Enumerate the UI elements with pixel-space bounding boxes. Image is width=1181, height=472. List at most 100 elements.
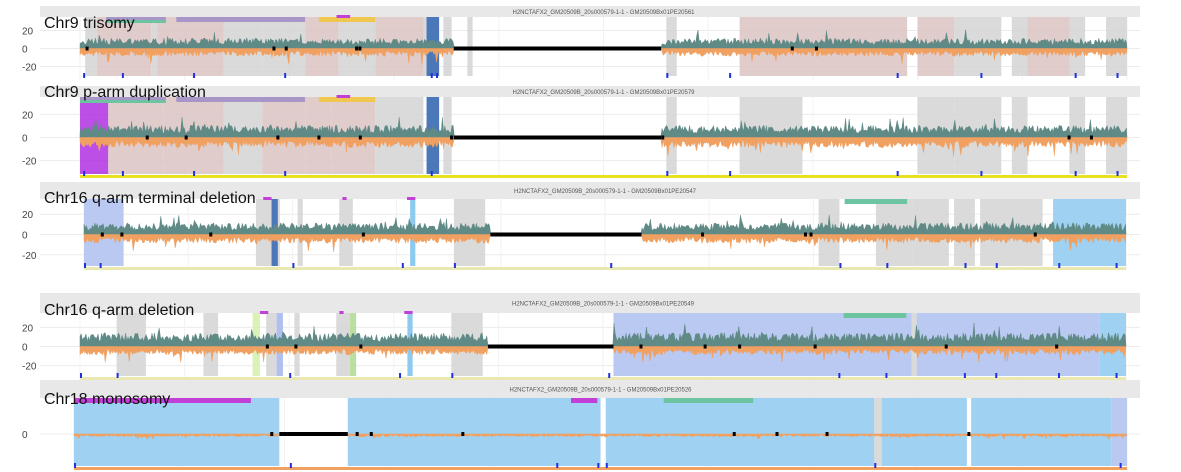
bottom-tick-9	[896, 73, 899, 78]
bottom-tick-1	[74, 463, 76, 468]
panel-title: H2NCTAFX2_GM20509B_20s000579-1-1 - GM205…	[513, 10, 696, 16]
panel-label-4: Chr16 q-arm deletion	[44, 302, 195, 319]
panel-header-strip	[40, 380, 1140, 398]
bottom-tick-2	[121, 73, 124, 78]
bottom-tick-1	[80, 373, 82, 378]
bottom-tick-8	[886, 263, 889, 268]
panel-5: H2NCTAFX2_GM20509B_20s000579-1-1 - GM205…	[22, 380, 1140, 470]
panel-header-strip	[40, 86, 1140, 97]
bottom-tick-5	[453, 263, 456, 268]
panel-header-strip	[40, 293, 1140, 313]
bottom-tick-2	[121, 171, 124, 176]
y-tick-label-3: -20	[22, 251, 37, 262]
annotation-bar-4	[407, 197, 416, 200]
gap-1	[490, 232, 642, 237]
bottom-tick-5	[451, 373, 454, 378]
segment-mark	[265, 344, 269, 349]
panel-label-5: Chr18 monosomy	[44, 391, 171, 408]
segment-mark	[1089, 135, 1093, 140]
shaded-region-2	[347, 398, 601, 466]
bottom-line	[74, 467, 1127, 470]
annotation-bar-2	[259, 311, 269, 314]
segment-mark	[358, 135, 362, 140]
shaded-region-8	[971, 398, 1112, 466]
segment-mark	[1055, 344, 1059, 349]
segment-mark	[732, 432, 736, 436]
segment-mark	[701, 232, 705, 237]
coverage-negative	[73, 433, 1128, 441]
annotation-bar-4	[404, 311, 413, 314]
segment-mark	[184, 135, 188, 140]
segment-mark	[272, 46, 276, 51]
panel-3: H2NCTAFX2_GM20509B_20s000579-1-1 - GM205…	[22, 182, 1140, 270]
annotation-bar-2	[176, 17, 306, 22]
panel-4: H2NCTAFX2_GM20509B_20s000579-1-1 - GM205…	[22, 293, 1140, 380]
bottom-tick-8	[896, 171, 899, 176]
annotation-bar-3	[339, 311, 344, 314]
segment-mark	[145, 135, 149, 140]
bottom-tick-4	[284, 171, 287, 176]
bottom-tick-3	[193, 73, 196, 78]
segment-mark	[355, 46, 359, 51]
shaded-region-1	[74, 398, 280, 466]
bottom-tick-4	[401, 263, 404, 268]
annotation-bar-1	[80, 97, 166, 102]
segment-mark	[355, 432, 359, 436]
segment-mark	[661, 135, 665, 140]
bottom-tick-4	[597, 463, 600, 468]
gap-1	[279, 432, 348, 436]
segment-mark	[450, 135, 454, 140]
bottom-tick-5	[430, 171, 433, 176]
y-tick-label-1: 20	[22, 210, 34, 221]
segment-mark	[120, 232, 124, 237]
panel-label-1: Chr9 trisomy	[44, 15, 135, 32]
shaded-region-9	[1111, 398, 1127, 466]
annotation-bar-5	[80, 100, 166, 103]
panel-label-2: Chr9 p-arm duplication	[44, 84, 206, 101]
bottom-line	[80, 377, 1126, 380]
y-tick-label-1: 0	[22, 430, 28, 441]
panel-header-strip	[40, 6, 1140, 17]
bottom-tick-7	[729, 171, 732, 176]
annotation-bar-4	[336, 95, 351, 98]
bottom-tick-4	[284, 73, 287, 78]
annotation-bar-1	[74, 398, 251, 403]
bottom-tick-10	[995, 263, 998, 268]
y-tick-label-1: 20	[22, 110, 34, 121]
segment-mark	[317, 135, 321, 140]
segment-mark	[814, 46, 818, 51]
panel-2: H2NCTAFX2_GM20509B_20s000579-1-1 - GM205…	[22, 86, 1140, 178]
annotation-bar-1	[106, 17, 166, 22]
bottom-tick-1	[83, 171, 86, 176]
bottom-tick-8	[729, 73, 732, 78]
shaded-region-6	[881, 398, 967, 466]
panel-1: H2NCTAFX2_GM20509B_20s000579-1-1 - GM205…	[22, 6, 1140, 80]
segment-mark	[358, 46, 362, 51]
segment-mark	[461, 432, 465, 436]
segment-mark	[369, 432, 373, 436]
segment-mark	[294, 344, 298, 349]
bottom-tick-12	[1116, 73, 1119, 78]
y-tick-label-2: 0	[22, 45, 28, 56]
y-tick-label-3: -20	[22, 63, 37, 74]
segment-mark	[825, 432, 829, 436]
bottom-tick-9	[980, 171, 983, 176]
y-tick-label-2: 0	[22, 343, 28, 354]
segment-mark	[790, 46, 794, 51]
bottom-tick-12	[1115, 373, 1118, 378]
segment-mark	[1033, 232, 1037, 237]
bottom-tick-6	[610, 263, 613, 268]
segment-mark	[775, 432, 779, 436]
gap-1	[487, 344, 614, 349]
panel-label-3: Chr16 q-arm terminal deletion	[44, 190, 256, 207]
y-tick-label-1: 20	[22, 27, 34, 38]
segment-mark	[738, 344, 742, 349]
bottom-tick-7	[839, 263, 842, 268]
annotation-bar-3	[318, 97, 376, 102]
bottom-tick-3	[193, 171, 196, 176]
bottom-tick-7	[838, 373, 841, 378]
bottom-tick-3	[289, 373, 292, 378]
annotation-bar-5	[106, 20, 166, 23]
bottom-tick-6	[608, 373, 611, 378]
